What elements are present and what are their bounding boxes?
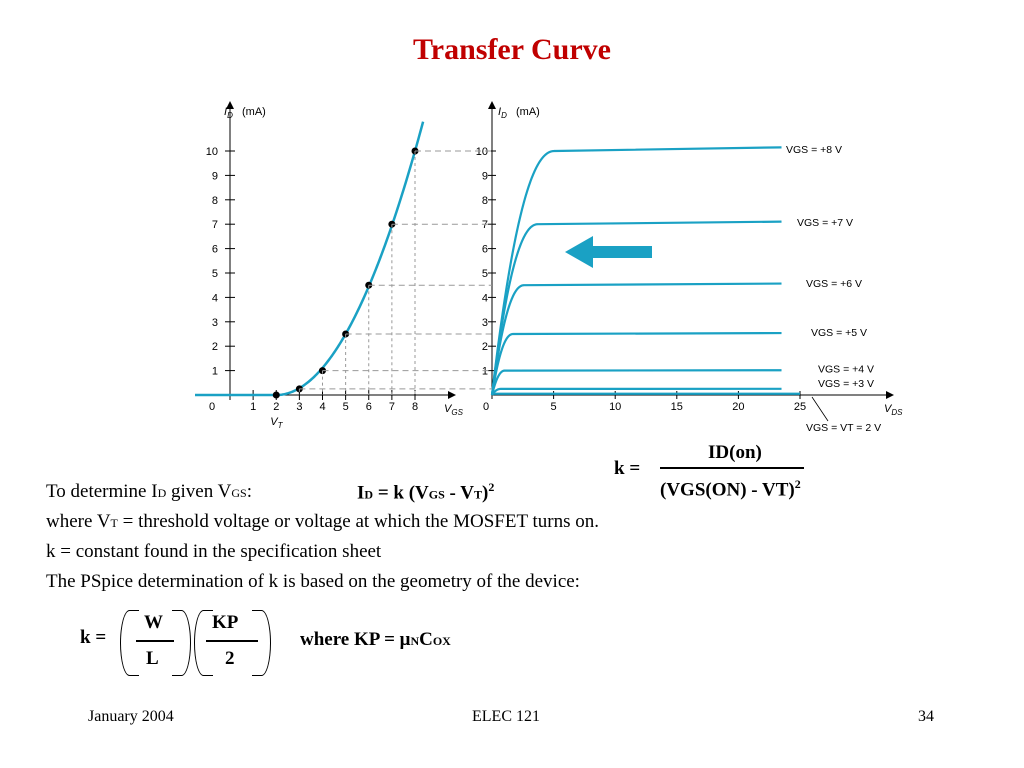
drain-curve [490, 146, 782, 396]
footer-page-number: 34 [918, 708, 934, 725]
drain-series-label: VGS = VT = 2 V [806, 422, 881, 434]
left-x-tick-label: 8 [412, 401, 418, 413]
body-line-4: The PSpice determination of k is based o… [46, 571, 580, 592]
left-y-tick-label: 10 [206, 146, 218, 158]
right-x-tick-label: 15 [671, 401, 683, 413]
right-x-axis-title: VDS [884, 403, 903, 417]
right-y-tick-label: 10 [476, 146, 488, 158]
footer-course: ELEC 121 [472, 708, 540, 725]
right-y-axis-unit: (mA) [516, 106, 540, 118]
right-x-tick-label: 25 [794, 401, 806, 413]
right-x-tick-label: 0 [483, 401, 489, 413]
vt-pointer-line [811, 396, 829, 422]
where-kp: where KP = μNCOX [300, 629, 451, 650]
slide-title: Transfer Curve [412, 33, 612, 66]
paren-close-2 [252, 610, 271, 676]
right-y-tick-label: 1 [482, 366, 488, 378]
left-y-axis-title: ID [224, 106, 233, 120]
right-y-tick-label: 8 [482, 195, 488, 207]
k-def-lhs: k = [614, 458, 641, 479]
right-y-tick-label: 2 [482, 341, 488, 353]
pspice-l: L [146, 648, 159, 669]
w-l-fraction-bar [136, 640, 174, 642]
drain-curve [490, 220, 782, 396]
k-def-denominator: (VGS(ON) - VT)2 [660, 477, 801, 501]
left-y-tick-label: 5 [212, 268, 218, 280]
guide-lines [298, 150, 492, 395]
kp-2-fraction-bar [206, 640, 258, 642]
right-x-tick-label: 10 [609, 401, 621, 413]
left-y-tick-label: 8 [212, 195, 218, 207]
drain-curve [490, 331, 782, 396]
left-y-tick-label: 7 [212, 219, 218, 231]
body-line-2: where VT = threshold voltage or voltage … [46, 511, 599, 532]
left-x-axis-title: VGS [444, 403, 464, 417]
paren-close-1 [172, 610, 191, 676]
drain-series-label: VGS = +7 V [797, 217, 853, 229]
left-x-tick-label: 2 [273, 401, 279, 413]
left-x-tick-label: 4 [319, 401, 325, 413]
footer-date: January 2004 [88, 708, 174, 725]
drain-series-label: VGS = +5 V [811, 327, 867, 339]
pspice-kp: KP [212, 612, 239, 633]
transfer-point [272, 391, 280, 399]
k-def-fraction-bar [660, 467, 804, 469]
drain-series-label: VGS = +8 V [786, 144, 842, 156]
right-x-tick-label: 5 [551, 401, 557, 413]
drain-characteristics-chart: ID (mA) VDS 1 2 3 4 5 6 7 8 9 10 0 5 10 15 20 25 VGS = +8 V… [476, 101, 903, 434]
right-x-tick-label: 20 [732, 401, 744, 413]
vt-label: VT [270, 416, 283, 430]
right-y-tick-label: 7 [482, 219, 488, 231]
right-y-tick-label: 3 [482, 317, 488, 329]
right-y-tick-label: 4 [482, 292, 488, 304]
paren-open-1 [120, 610, 139, 676]
k-def-numerator: ID(on) [708, 442, 762, 463]
drain-curve [490, 369, 782, 396]
left-y-tick-label: 2 [212, 341, 218, 353]
right-y-tick-label: 5 [482, 268, 488, 280]
right-y-axis-title: ID [498, 106, 507, 120]
left-y-tick-label: 6 [212, 244, 218, 256]
left-y-tick-label: 3 [212, 317, 218, 329]
pspice-k-lhs: k = [80, 627, 107, 648]
pspice-2: 2 [225, 648, 235, 669]
drain-curve [490, 282, 782, 396]
right-y-tick-label: 6 [482, 244, 488, 256]
left-y-tick-label: 4 [212, 292, 218, 304]
id-equation: ID = k (VGS - VT)2 [357, 480, 495, 504]
transfer-curve-line [195, 121, 425, 397]
direction-arrow [565, 236, 652, 268]
drain-series-label: VGS = +3 V [818, 378, 874, 390]
left-x-tick-label: 5 [343, 401, 349, 413]
drain-series-label: VGS = +4 V [818, 364, 874, 376]
transfer-curve-chart: ID (mA) VGS 1 2 3 4 5 6 7 8 9 10 0 1 2 3 4 5 6 7 8 VT [195, 101, 464, 430]
left-y-tick-label: 1 [212, 366, 218, 378]
left-x-tick-label: 6 [366, 401, 372, 413]
left-x-tick-label: 0 [209, 401, 215, 413]
right-y-tick-label: 9 [482, 170, 488, 182]
left-y-tick-label: 9 [212, 170, 218, 182]
left-x-tick-label: 1 [250, 401, 256, 413]
body-line-1: To determine ID given VGS: [46, 481, 252, 502]
paren-open-2 [194, 610, 213, 676]
body-line-3: k = constant found in the specification … [46, 541, 382, 562]
drain-series-label: VGS = +6 V [806, 278, 862, 290]
left-y-axis-unit: (mA) [242, 106, 266, 118]
left-x-tick-label: 3 [296, 401, 302, 413]
pspice-w: W [144, 612, 163, 633]
left-x-tick-label: 7 [389, 401, 395, 413]
